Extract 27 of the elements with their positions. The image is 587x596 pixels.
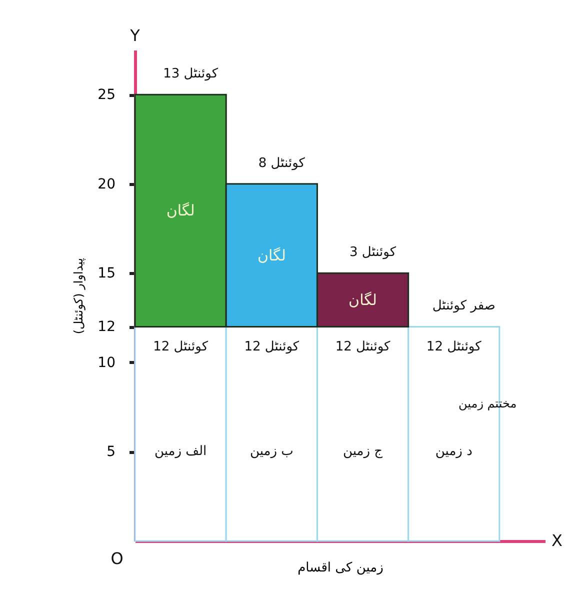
annotation: مختتم زمین [458,396,517,411]
x-tick-label: ب زمین [250,444,294,460]
data-label: 13 کوئنٹل [163,66,219,82]
y-tick-label: 10 [98,354,116,371]
x-tick-label: د زمین [435,444,473,460]
x-axis-title: زمین کی اقسام [298,560,384,576]
series-label: لگان [348,290,378,309]
y-tick-label: 12 [98,319,116,336]
data-label: 12 کوئنٹل [244,340,300,355]
text: Y [129,26,140,45]
data-label: 8 کوئنٹل [258,156,306,171]
data-label: 12 کوئنٹل [426,340,482,355]
y-tick-label: 5 [106,444,116,460]
y-axis-title: پیداوار (کوئنٹل) [72,258,86,334]
data-label: صفر کوئنٹل [432,298,496,314]
data-label: 3 کوئنٹل [349,245,397,260]
x-tick-label: ج زمین [342,444,384,460]
y-tick-label: 25 [98,87,116,104]
text: O [110,549,124,568]
x-tick-label: الف زمین [154,444,207,460]
y-tick-label: 20 [98,176,116,192]
text: لگان [257,246,286,264]
text: X [552,531,563,550]
y-tick-label: 15 [98,266,116,282]
text: لگان [166,202,195,220]
data-label: 12 کوئنٹل [335,340,392,355]
data-label: 12 کوئنٹل [153,340,209,355]
